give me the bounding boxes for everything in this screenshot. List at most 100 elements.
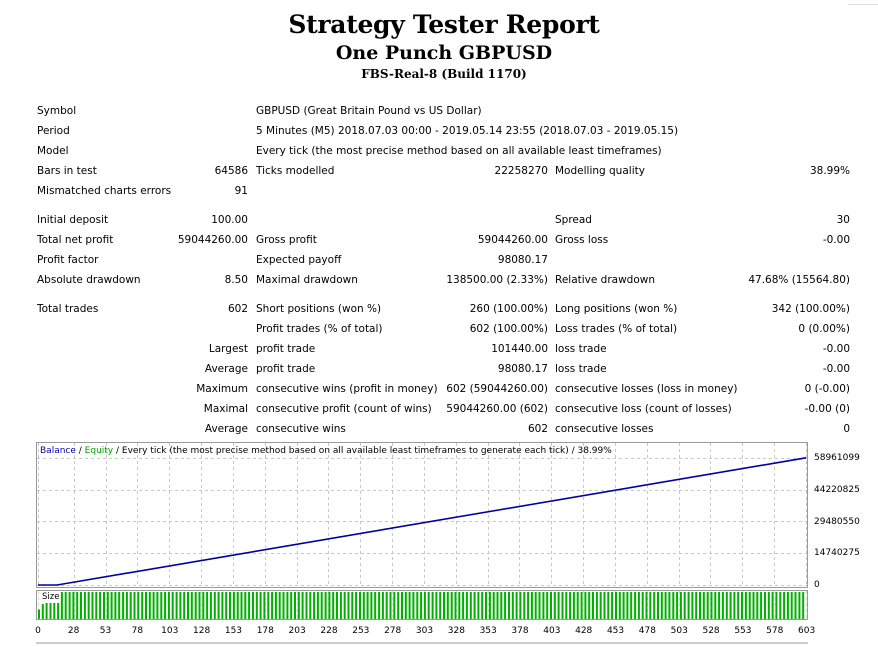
size-bar — [137, 592, 140, 619]
avg-wins-value: 602 — [527, 423, 548, 435]
size-bar — [359, 592, 361, 619]
size-bar — [381, 592, 384, 619]
size-bar — [183, 592, 186, 619]
expert-name: One Punch GBPUSD — [335, 42, 553, 64]
size-bar — [60, 592, 63, 619]
size-bar — [175, 592, 178, 619]
size-bar — [95, 592, 98, 619]
mismatch-value: 91 — [234, 185, 248, 197]
grossprofit-value: 59044260.00 — [477, 234, 548, 246]
size-bar — [236, 592, 239, 619]
size-bar — [618, 592, 621, 619]
size-bar — [122, 592, 125, 619]
average2-label: Average — [204, 423, 248, 435]
size-bar — [129, 592, 132, 619]
size-bar — [229, 592, 231, 619]
size-bar — [699, 592, 701, 619]
symbol-value: GBPUSD (Great Britain Pound vs US Dollar… — [256, 105, 482, 117]
cw-money-label: consecutive wins (profit in money) — [256, 383, 438, 395]
short-value: 260 (100.00%) — [469, 303, 548, 315]
chart-legend: Balance / Equity / Every tick (the most … — [40, 445, 612, 457]
size-bar — [443, 592, 445, 619]
x-tick-label: 203 — [288, 626, 306, 636]
average-profit-label: profit trade — [256, 363, 316, 375]
size-bar — [328, 592, 331, 619]
size-bar — [290, 592, 293, 619]
size-bar — [76, 592, 79, 619]
size-bar — [263, 592, 266, 619]
x-tick-label: 353 — [479, 626, 497, 636]
size-bar — [324, 592, 327, 619]
short-label: Short positions (won %) — [256, 303, 382, 315]
size-bar — [255, 592, 258, 619]
size-bar — [404, 592, 407, 619]
size-bar — [798, 592, 801, 619]
size-bar — [481, 592, 484, 619]
size-bar — [760, 592, 763, 619]
size-bar — [80, 592, 82, 619]
size-bar — [550, 592, 552, 619]
size-bar — [530, 592, 533, 619]
size-bar — [752, 592, 755, 619]
grossloss-label: Gross loss — [555, 234, 609, 246]
size-bar — [362, 592, 365, 619]
size-bar — [366, 592, 369, 619]
size-bar — [152, 592, 155, 619]
size-bar — [38, 609, 40, 619]
size-bar — [271, 592, 274, 619]
size-bar — [615, 592, 617, 619]
absdd-label: Absolute drawdown — [37, 274, 141, 286]
spread-value: 30 — [836, 214, 850, 226]
largest-profit-value: 101440.00 — [491, 343, 548, 355]
cp-count-value: 59044260.00 (602) — [446, 403, 548, 415]
size-bar — [599, 592, 602, 619]
x-tick-label: 128 — [193, 626, 211, 636]
legend-separator: / — [75, 446, 85, 456]
maximal-label: Maximal — [203, 403, 248, 415]
size-bar — [626, 592, 629, 619]
largest-loss-value: -0.00 — [822, 343, 850, 355]
profittrades-value: 602 (100.00%) — [469, 323, 548, 335]
netprofit-value: 59044260.00 — [177, 234, 248, 246]
legend-balance: Balance — [40, 446, 76, 456]
x-tick-label: 328 — [447, 626, 465, 636]
size-bar — [179, 592, 182, 619]
size-bar — [500, 592, 503, 619]
size-bar — [538, 592, 541, 619]
size-bar — [320, 592, 323, 619]
size-bar — [462, 592, 465, 619]
size-bar — [515, 592, 518, 619]
size-bar — [68, 592, 71, 619]
period-label: Period — [37, 125, 70, 137]
size-bar — [91, 592, 94, 619]
size-bar — [221, 592, 224, 619]
largest-label: Largest — [208, 343, 248, 355]
size-bar — [783, 592, 786, 619]
size-bar — [611, 592, 614, 619]
size-bar — [114, 592, 117, 619]
x-tick-label: 453 — [606, 626, 625, 636]
size-bar — [664, 592, 667, 619]
size-bar — [458, 592, 461, 619]
size-bar — [160, 592, 163, 619]
size-bar — [343, 592, 346, 619]
bottom-divider — [36, 642, 808, 644]
size-bar — [630, 592, 633, 619]
size-bar — [660, 592, 663, 619]
x-tick-label: 278 — [384, 626, 402, 636]
size-bar — [206, 592, 209, 619]
size-bar — [72, 592, 75, 619]
size-bar — [706, 592, 709, 619]
size-bar — [695, 592, 698, 619]
size-bar — [492, 592, 495, 619]
cl-money-value: 0 (-0.00) — [804, 383, 850, 395]
size-bar — [389, 592, 392, 619]
size-bar — [729, 592, 732, 619]
series-line-balance — [38, 457, 807, 586]
size-bar — [133, 592, 136, 619]
size-bar — [572, 592, 575, 619]
size-bar — [385, 592, 388, 619]
size-bar — [657, 592, 659, 619]
size-bar — [546, 592, 549, 619]
